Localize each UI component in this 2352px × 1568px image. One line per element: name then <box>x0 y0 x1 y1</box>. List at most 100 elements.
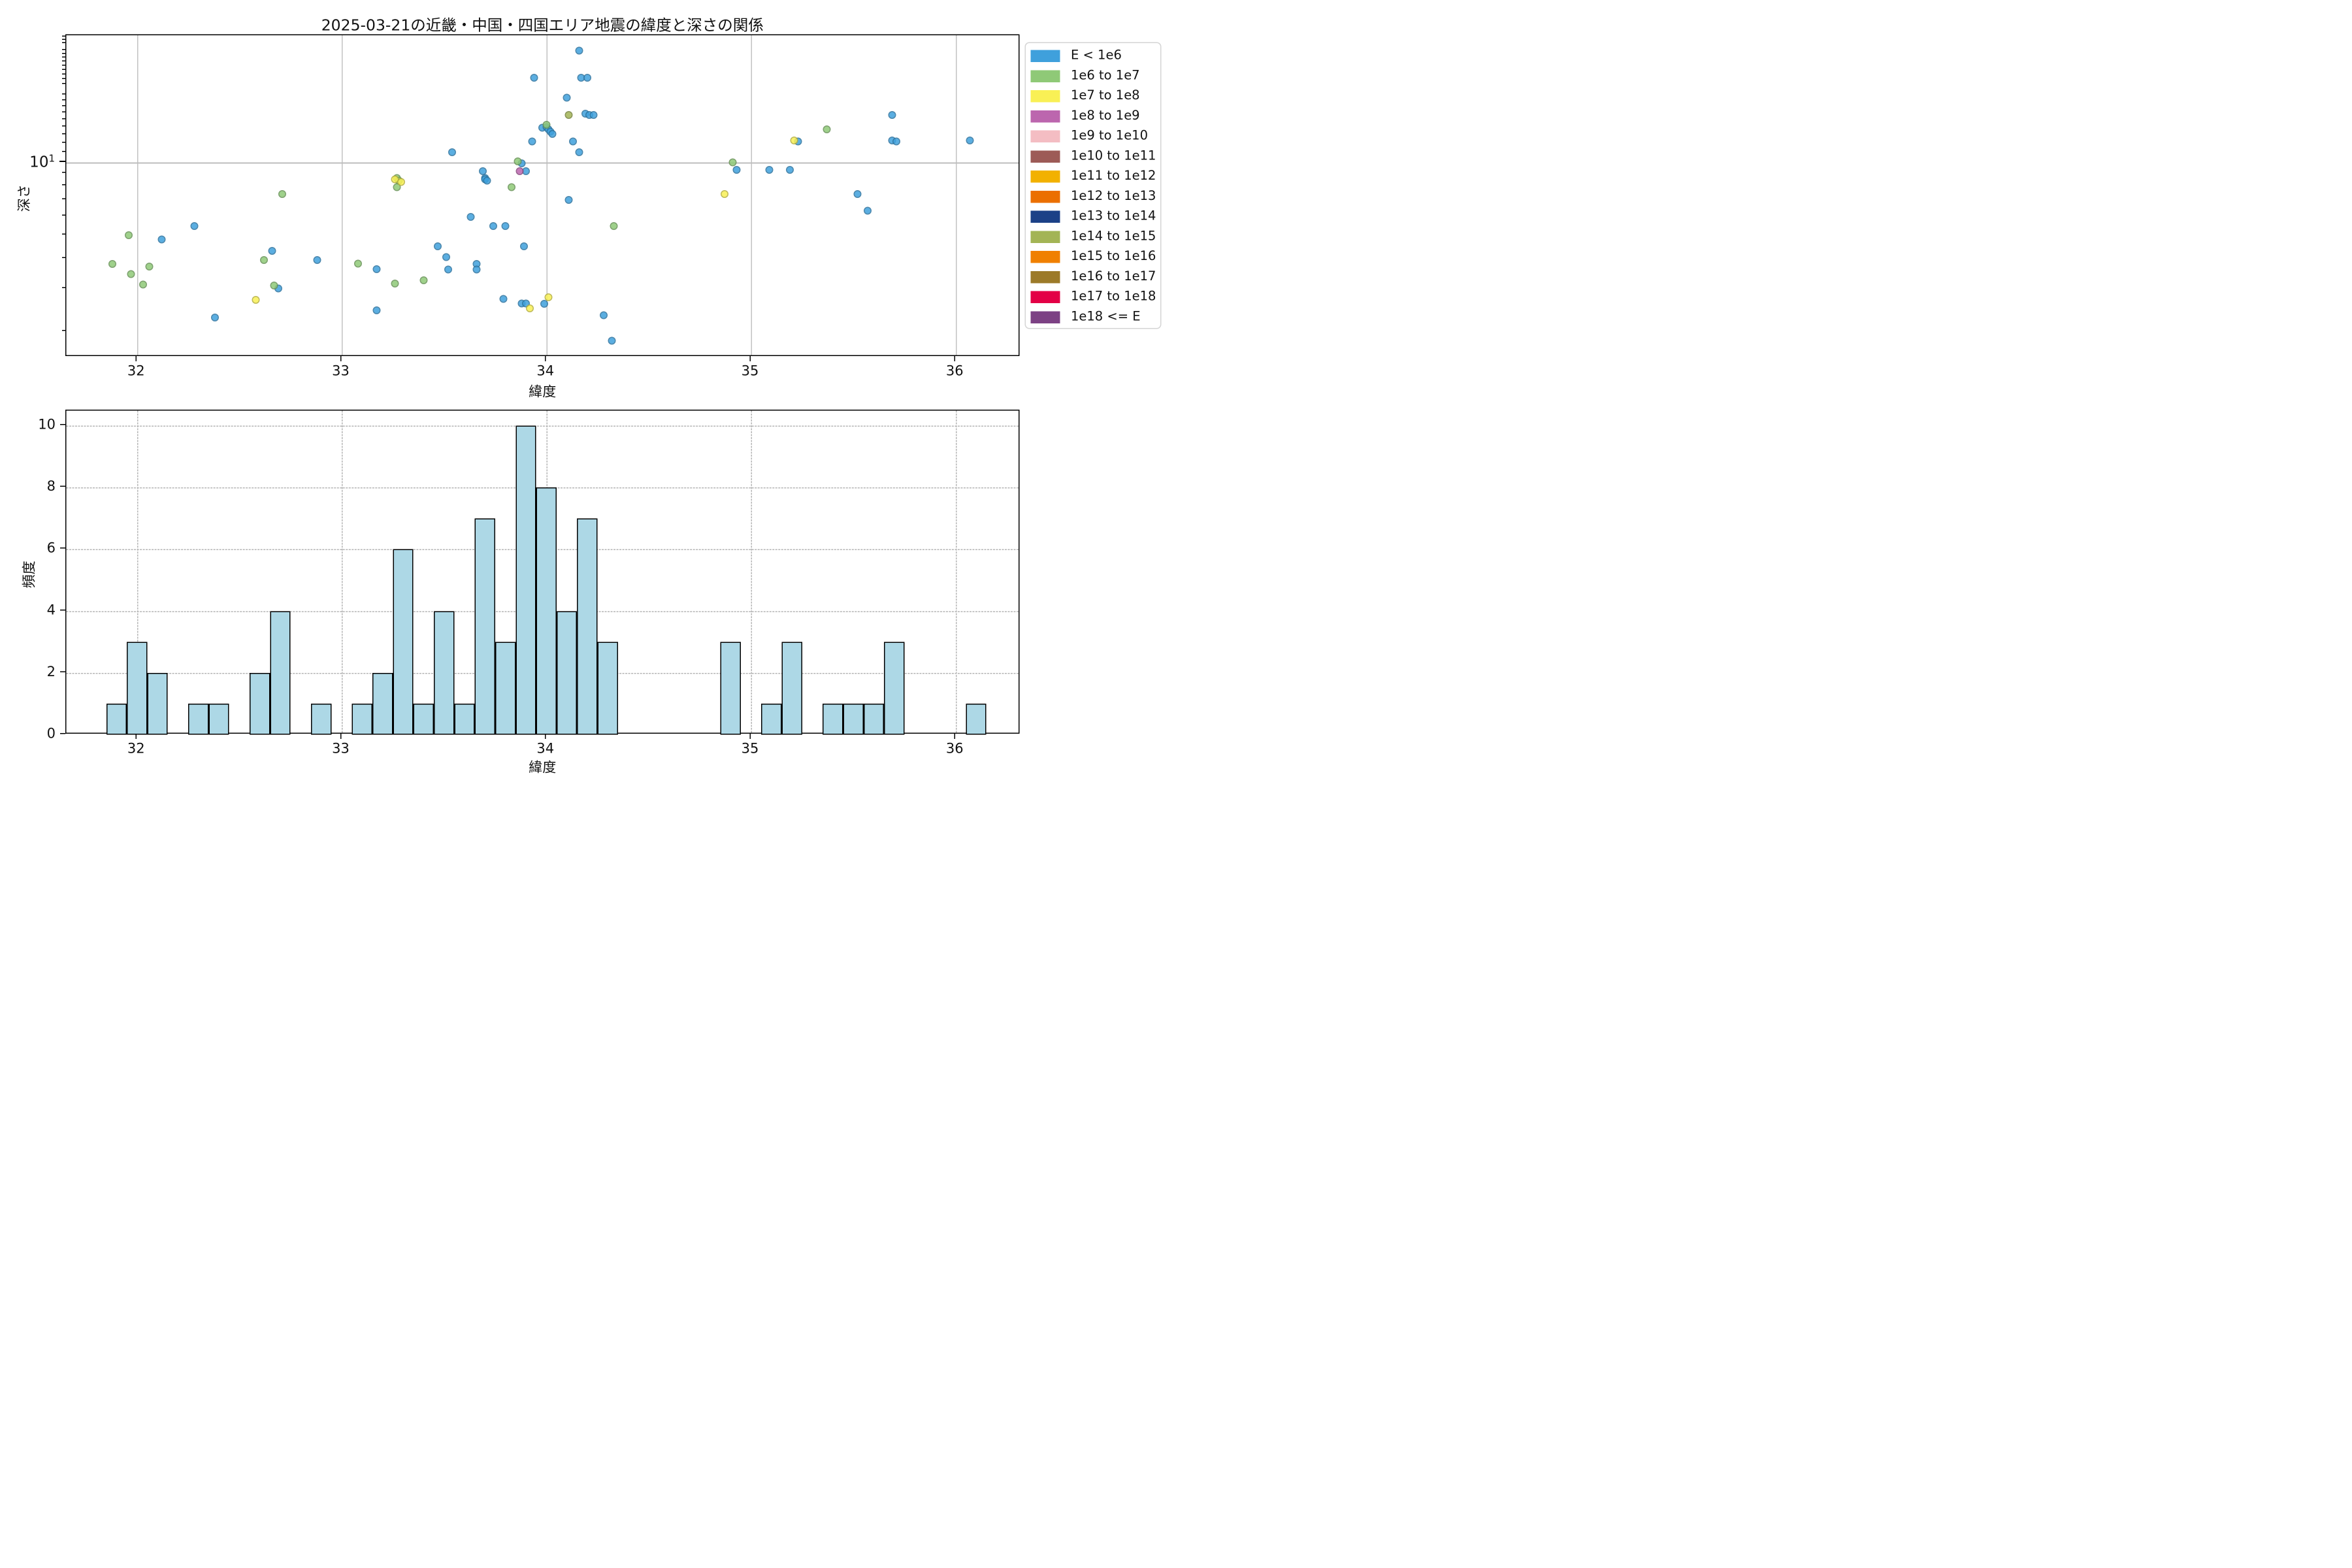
scatter-point <box>372 265 381 273</box>
hist-bar <box>106 704 127 735</box>
scatter-y-minor-tick <box>62 233 65 235</box>
hist-gridline-x-32 <box>137 410 139 733</box>
hist-bar <box>208 704 229 735</box>
hist-y-tick-label: 8 <box>46 478 56 495</box>
hist-bar <box>597 642 618 735</box>
scatter-point <box>313 256 321 265</box>
scatter-point <box>372 306 381 315</box>
hist-bar <box>515 425 536 735</box>
scatter-y-minor-tick <box>62 214 65 216</box>
hist-y-tick-label: 2 <box>46 663 56 679</box>
hist-bar <box>311 704 332 735</box>
scatter-point <box>564 195 573 204</box>
hist-y-tick-label: 6 <box>46 540 56 556</box>
scatter-point <box>732 166 741 174</box>
legend-swatch <box>1030 231 1060 243</box>
hist-bar <box>147 672 168 735</box>
scatter-point <box>444 265 452 274</box>
scatter-point <box>568 137 577 146</box>
hist-bar <box>720 642 741 735</box>
hist-bar <box>188 704 209 735</box>
hist-y-tick <box>60 547 65 549</box>
legend-entry: E < 1e6 <box>1026 46 1160 66</box>
figure: 2025-03-21の近畿・中国・四国エリア地震の緯度と深さの関係 101 深さ… <box>0 0 1176 784</box>
scatter-y-minor-tick <box>62 35 65 37</box>
scatter-y-minor-tick <box>62 99 65 101</box>
legend-swatch <box>1030 70 1060 82</box>
hist-bar <box>495 642 516 735</box>
scatter-point <box>489 222 497 231</box>
hist-bar <box>474 518 495 735</box>
legend-entry: 1e10 to 1e11 <box>1026 146 1160 167</box>
scatter-point <box>864 206 872 215</box>
scatter-x-tick-label: 32 <box>127 363 145 379</box>
hist-bar <box>270 611 291 735</box>
hist-x-tick-label: 32 <box>127 740 145 757</box>
scatter-point <box>190 222 199 231</box>
hist-y-tick <box>60 485 65 487</box>
scatter-point <box>448 148 457 157</box>
scatter-y-minor-tick <box>62 49 65 50</box>
hist-bar <box>536 487 557 735</box>
hist-gridline-x-36 <box>955 410 957 733</box>
scatter-y-minor-tick <box>62 257 65 258</box>
scatter-point <box>434 242 442 250</box>
scatter-point <box>139 280 148 289</box>
hist-x-tick-label: 36 <box>945 740 964 757</box>
legend-swatch <box>1030 251 1060 263</box>
histogram-axes <box>65 410 1020 735</box>
scatter-axes <box>65 34 1020 356</box>
legend-entry: 1e12 to 1e13 <box>1026 186 1160 206</box>
scatter-y-minor-tick <box>62 329 65 331</box>
legend-label: E < 1e6 <box>1071 48 1122 63</box>
scatter-gridline-x-35 <box>751 35 752 355</box>
scatter-point <box>145 262 154 270</box>
scatter-point <box>790 137 798 145</box>
scatter-x-tick-label: 36 <box>945 363 964 379</box>
scatter-point <box>966 137 974 145</box>
legend-label: 1e8 to 1e9 <box>1071 108 1140 123</box>
scatter-point <box>483 176 491 185</box>
scatter-x-tick-label: 34 <box>536 363 555 379</box>
scatter-point <box>210 314 219 322</box>
scatter-x-tick <box>954 356 955 361</box>
scatter-point <box>530 73 538 82</box>
legend-label: 1e15 to 1e16 <box>1071 248 1156 264</box>
hist-x-tick <box>749 734 751 739</box>
figure-canvas: 2025-03-21の近畿・中国・四国エリア地震の緯度と深さの関係 101 深さ… <box>0 0 1176 784</box>
hist-x-tick-label: 35 <box>741 740 759 757</box>
legend-label: 1e11 to 1e12 <box>1071 168 1156 184</box>
scatter-point <box>259 256 268 265</box>
scatter-y-major-tick-label: 101 <box>29 153 55 171</box>
hist-bar <box>393 549 414 735</box>
scatter-point <box>853 189 862 198</box>
legend-entry: 1e11 to 1e12 <box>1026 167 1160 187</box>
scatter-y-minor-tick <box>62 60 65 62</box>
legend-label: 1e13 to 1e14 <box>1071 208 1156 223</box>
scatter-point <box>268 247 276 255</box>
hist-x-tick <box>135 734 137 739</box>
hist-y-tick-label: 10 <box>38 416 56 433</box>
hist-gridline-x-35 <box>751 410 752 733</box>
scatter-x-tick <box>135 356 137 361</box>
scatter-x-tick <box>545 356 546 361</box>
legend-entry: 1e9 to 1e10 <box>1026 126 1160 146</box>
scatter-point <box>108 259 117 268</box>
scatter-point <box>599 311 608 319</box>
hist-y-tick <box>60 733 65 734</box>
legend-entry: 1e15 to 1e16 <box>1026 247 1160 267</box>
scatter-y-minor-tick <box>62 78 65 80</box>
hist-bar <box>781 642 802 735</box>
scatter-y-minor-tick <box>62 118 65 120</box>
scatter-point <box>892 137 900 146</box>
scatter-point <box>519 242 528 250</box>
hist-x-tick <box>954 734 955 739</box>
legend-swatch <box>1030 311 1060 323</box>
scatter-point <box>575 46 583 55</box>
scatter-point <box>397 178 405 186</box>
scatter-point <box>564 111 573 120</box>
hist-y-tick <box>60 671 65 672</box>
hist-bar <box>843 704 864 735</box>
hist-bar <box>863 704 885 735</box>
scatter-x-tick-label: 35 <box>741 363 759 379</box>
